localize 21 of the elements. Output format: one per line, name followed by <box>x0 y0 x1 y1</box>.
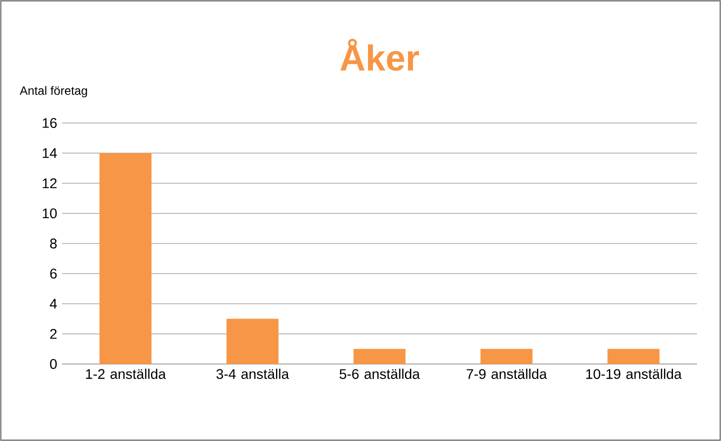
bar <box>100 153 152 364</box>
y-tick-label: 2 <box>50 328 57 339</box>
bar <box>226 318 279 364</box>
bar <box>354 348 406 364</box>
bar <box>608 348 660 364</box>
y-tick-label: 10 <box>42 208 57 218</box>
bar <box>480 348 532 364</box>
x-tick-label: 1-2 anställda <box>86 368 166 379</box>
y-tick-label: 12 <box>42 178 57 188</box>
x-tick-label: 10-19 anställda <box>586 368 682 379</box>
x-tick-label: 7-9 anställda <box>466 368 547 379</box>
y-tick-label: 0 <box>50 359 57 369</box>
x-tick-label: 5-6 anställda <box>340 368 420 379</box>
chart-title: Åker <box>340 38 419 71</box>
y-tick-label: 14 <box>42 148 57 158</box>
y-axis-title: Antal företag <box>20 86 87 98</box>
y-tick-label: 6 <box>50 268 57 279</box>
y-tick-label: 16 <box>42 118 57 128</box>
y-tick-label: 4 <box>50 298 57 309</box>
y-tick-label: 8 <box>50 238 57 248</box>
x-tick-label: 3-4 anställa <box>216 368 290 379</box>
